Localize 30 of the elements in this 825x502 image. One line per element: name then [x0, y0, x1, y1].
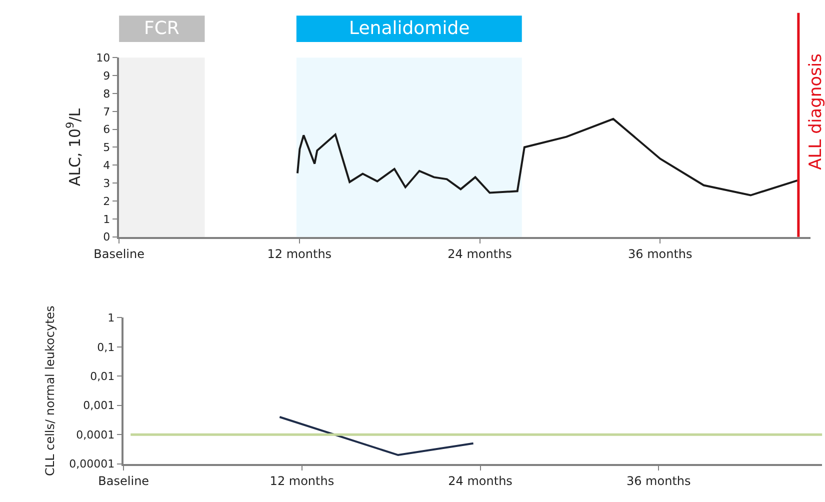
y-tick-label: 3: [103, 176, 110, 190]
x-tick-label: 36 months: [628, 247, 692, 262]
band-label: Lenalidomide: [349, 18, 470, 39]
x-tick-label: 24 months: [448, 247, 512, 262]
y-tick-label: 6: [103, 123, 110, 136]
x-tick-label: Baseline: [98, 474, 150, 488]
x-tick-label: Baseline: [94, 247, 145, 262]
x-tick-label: 12 months: [267, 247, 332, 262]
line-series: [296, 118, 799, 196]
ref-line-label: ALL diagnosis: [806, 53, 825, 170]
y-tick-label: 0,00001: [69, 458, 115, 471]
y-tick-label: 5: [103, 141, 110, 154]
y-tick-label: 1: [108, 312, 115, 325]
y-tick-label: 4: [103, 159, 110, 172]
x-tick-label: 36 months: [626, 474, 691, 488]
x-tick-label: 24 months: [448, 474, 512, 488]
y-tick-label: 10: [96, 51, 110, 64]
y-tick-label: 0,1: [97, 340, 115, 354]
y-tick-label: 9: [103, 69, 110, 82]
x-tick-label: 12 months: [270, 474, 334, 488]
band-label: FCR: [144, 18, 180, 39]
y-tick-label: 8: [103, 87, 110, 100]
y-tick-label: 0,0001: [76, 428, 115, 442]
y-axis-title: CLL cells/ normal leukocytes: [42, 306, 57, 476]
y-tick-label: 0: [103, 230, 110, 244]
y-tick-label: 0,001: [83, 399, 115, 412]
y-tick-label: 2: [103, 194, 110, 208]
y-tick-label: 1: [103, 212, 110, 226]
y-tick-label: 0,01: [90, 370, 115, 384]
y-tick-label: 7: [103, 105, 110, 118]
